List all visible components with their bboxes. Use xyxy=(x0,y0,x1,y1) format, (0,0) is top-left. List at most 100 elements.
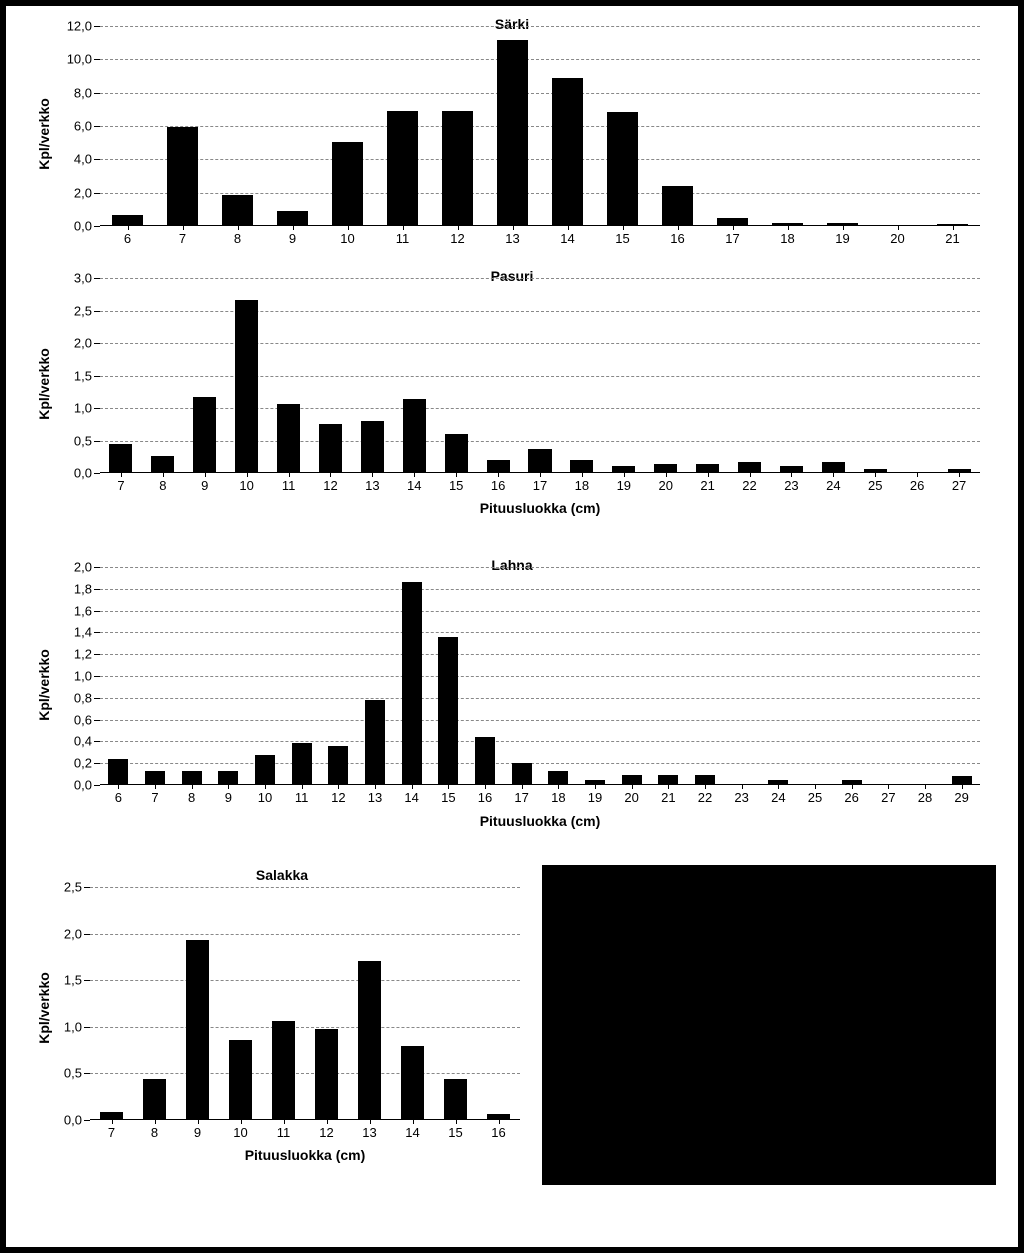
xtick-label: 9 xyxy=(201,472,208,493)
bar xyxy=(272,1021,296,1119)
bar xyxy=(442,111,472,225)
bar xyxy=(332,142,362,225)
xtick-label: 22 xyxy=(698,784,712,805)
ytick-label: 1,5 xyxy=(64,973,90,988)
xtick-label: 7 xyxy=(108,1119,115,1140)
ytick-label: 8,0 xyxy=(74,85,100,100)
bar xyxy=(292,743,312,784)
bar xyxy=(444,1079,468,1119)
chart-title-salakka: Salakka xyxy=(22,867,542,883)
xtick-label: 9 xyxy=(194,1119,201,1140)
bar xyxy=(695,775,715,784)
gridline xyxy=(100,159,980,160)
xtick-label: 11 xyxy=(396,225,410,246)
ytick-label: 6,0 xyxy=(74,119,100,134)
plot-sarki: 0,02,04,06,08,010,012,067891011121314151… xyxy=(100,26,980,226)
bar xyxy=(658,775,678,784)
xtick-label: 12 xyxy=(331,784,345,805)
xtick-label: 13 xyxy=(368,784,382,805)
xtick-label: 10 xyxy=(233,1119,247,1140)
gridline xyxy=(100,741,980,742)
bar xyxy=(108,759,128,784)
xtick-label: 14 xyxy=(560,225,574,246)
xtick-label: 21 xyxy=(945,225,959,246)
xtick-label: 13 xyxy=(505,225,519,246)
chart-sarki: Särki Kpl/verkko 0,02,04,06,08,010,012,0… xyxy=(28,16,996,264)
xtick-label: 16 xyxy=(478,784,492,805)
gridline xyxy=(100,26,980,27)
black-box xyxy=(542,865,996,1185)
xtick-label: 18 xyxy=(551,784,565,805)
xaxis-title-pasuri: Pituusluokka (cm) xyxy=(100,500,980,516)
ytick-label: 1,6 xyxy=(74,603,100,618)
xtick-label: 15 xyxy=(448,1119,462,1140)
xtick-label: 19 xyxy=(617,472,631,493)
bar xyxy=(319,424,342,472)
xtick-label: 27 xyxy=(952,472,966,493)
yaxis-title-salakka: Kpl/verkko xyxy=(36,972,52,1044)
gridline xyxy=(100,676,980,677)
bar xyxy=(512,763,532,784)
bar xyxy=(315,1029,339,1119)
xtick-label: 26 xyxy=(844,784,858,805)
bar xyxy=(696,464,719,472)
xtick-label: 18 xyxy=(780,225,794,246)
xtick-label: 24 xyxy=(826,472,840,493)
gridline xyxy=(100,126,980,127)
ytick-label: 2,0 xyxy=(64,926,90,941)
xtick-label: 7 xyxy=(117,472,124,493)
ytick-label: 4,0 xyxy=(74,152,100,167)
gridline xyxy=(100,698,980,699)
bar xyxy=(235,300,258,472)
gridline xyxy=(100,441,980,442)
ytick-label: 1,0 xyxy=(64,1019,90,1034)
xtick-label: 25 xyxy=(808,784,822,805)
gridline xyxy=(90,934,520,935)
gridline xyxy=(100,343,980,344)
xtick-label: 23 xyxy=(734,784,748,805)
xtick-label: 13 xyxy=(365,472,379,493)
bar xyxy=(255,755,275,784)
bar xyxy=(361,421,384,472)
bar xyxy=(328,746,348,784)
xtick-label: 8 xyxy=(159,472,166,493)
xtick-label: 28 xyxy=(918,784,932,805)
xtick-label: 12 xyxy=(450,225,464,246)
xtick-label: 8 xyxy=(234,225,241,246)
ytick-label: 2,5 xyxy=(74,303,100,318)
gridline xyxy=(100,654,980,655)
ytick-label: 3,0 xyxy=(74,271,100,286)
xtick-label: 16 xyxy=(491,1119,505,1140)
bar xyxy=(277,211,307,225)
xtick-label: 20 xyxy=(624,784,638,805)
chart-pasuri: Pasuri Kpl/verkko 0,00,51,01,52,02,53,07… xyxy=(28,268,996,543)
bar xyxy=(548,771,568,784)
bar xyxy=(607,112,637,225)
bottom-row: Salakka Kpl/verkko 0,00,51,01,52,02,5789… xyxy=(22,865,996,1187)
bar xyxy=(387,111,417,225)
ytick-label: 2,0 xyxy=(74,185,100,200)
gridline xyxy=(100,632,980,633)
bar xyxy=(403,399,426,472)
xtick-label: 22 xyxy=(742,472,756,493)
xtick-label: 8 xyxy=(188,784,195,805)
bar xyxy=(186,940,210,1119)
xtick-label: 13 xyxy=(362,1119,376,1140)
ytick-label: 0,0 xyxy=(74,466,100,481)
gridline xyxy=(100,611,980,612)
bar xyxy=(112,215,142,225)
bar xyxy=(822,462,845,472)
bar xyxy=(952,776,972,784)
gridline xyxy=(100,589,980,590)
bar xyxy=(401,1046,425,1119)
xtick-label: 11 xyxy=(282,472,296,493)
chart-lahna: Lahna Kpl/verkko 0,00,20,40,60,81,01,21,… xyxy=(28,557,996,857)
xtick-label: 24 xyxy=(771,784,785,805)
bar xyxy=(487,460,510,472)
bar xyxy=(654,464,677,472)
ytick-label: 12,0 xyxy=(67,19,100,34)
bar xyxy=(143,1079,167,1119)
bar xyxy=(738,462,761,472)
bar xyxy=(277,404,300,472)
ytick-label: 1,0 xyxy=(74,401,100,416)
